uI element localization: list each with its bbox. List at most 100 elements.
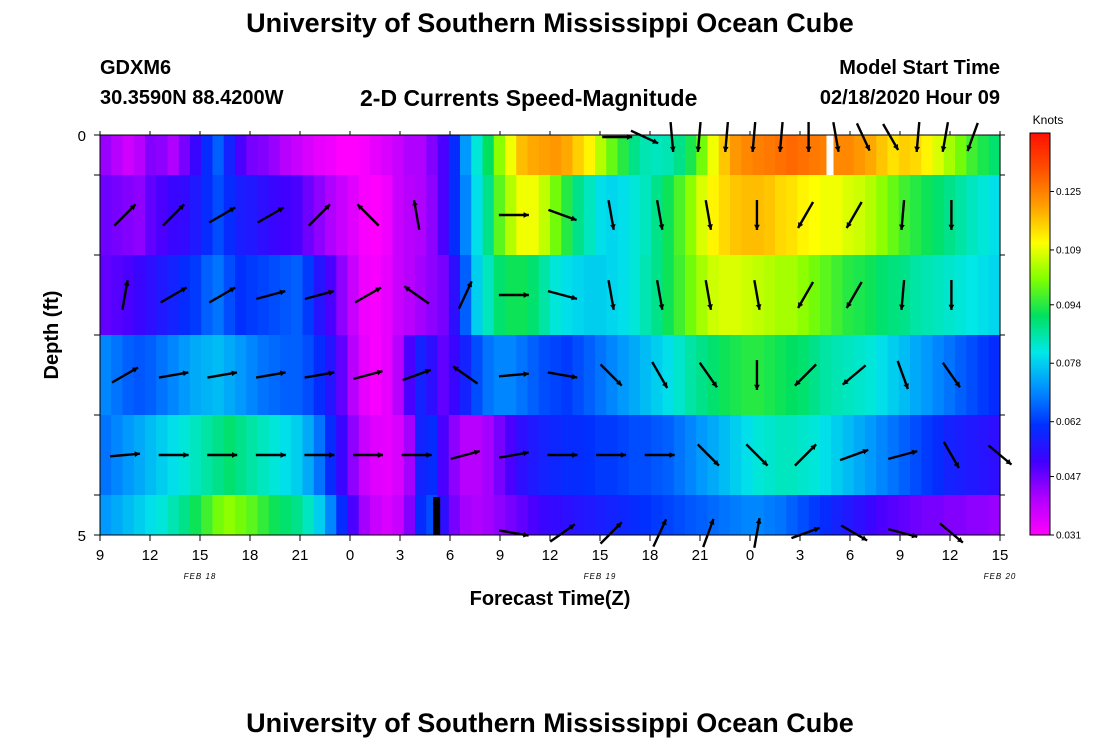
heatmap-cell bbox=[145, 335, 157, 415]
heatmap-cell bbox=[572, 135, 585, 175]
heatmap-cell bbox=[201, 175, 214, 255]
heatmap-cell bbox=[887, 415, 900, 495]
vector-head bbox=[722, 146, 729, 152]
vector-head bbox=[893, 143, 899, 150]
vector-head bbox=[798, 301, 804, 308]
x-tick-label: 15 bbox=[592, 547, 609, 564]
heatmap-cell bbox=[493, 335, 506, 415]
heatmap-cell bbox=[820, 175, 832, 255]
heatmap-cell bbox=[302, 255, 315, 335]
vector-head bbox=[911, 449, 918, 456]
heatmap-cell bbox=[640, 135, 652, 175]
vector-head bbox=[523, 371, 529, 378]
heatmap-cell bbox=[100, 415, 112, 495]
heatmap-cell bbox=[493, 415, 506, 495]
heatmap-cell bbox=[403, 255, 416, 335]
colorbar-tick-label: 0.125 bbox=[1056, 187, 1081, 198]
heatmap-cell bbox=[347, 495, 360, 535]
heatmap-cell bbox=[887, 335, 900, 415]
heatmap-cell bbox=[291, 335, 304, 415]
heatmap-cell bbox=[797, 255, 810, 335]
heatmap-cell bbox=[797, 175, 810, 255]
y-axis-label: Depth (ft) bbox=[41, 291, 63, 380]
heatmap-cell bbox=[133, 495, 146, 535]
vector-head bbox=[707, 224, 713, 230]
heatmap-cell bbox=[628, 255, 641, 335]
heatmap-cell bbox=[797, 415, 810, 495]
heatmap-cell bbox=[955, 255, 967, 335]
vector-head bbox=[777, 146, 784, 152]
heatmap-cell bbox=[820, 495, 832, 535]
heatmap-cell bbox=[280, 335, 292, 415]
heatmap-cell bbox=[235, 495, 247, 535]
vector-head bbox=[357, 204, 364, 211]
heatmap-cell bbox=[842, 495, 855, 535]
heatmap-cell bbox=[775, 135, 787, 175]
heatmap-cell bbox=[122, 495, 135, 535]
x-tick-label: 3 bbox=[396, 547, 404, 564]
heatmap-cell bbox=[190, 255, 202, 335]
heatmap-cell bbox=[583, 175, 596, 255]
heatmap-cell bbox=[932, 335, 945, 415]
vector-head bbox=[123, 280, 130, 286]
heatmap-cell bbox=[820, 135, 832, 175]
heatmap-cell bbox=[910, 415, 922, 495]
x-tick-label: 6 bbox=[446, 547, 454, 564]
vector-head bbox=[178, 204, 185, 211]
heatmap-cell bbox=[718, 255, 731, 335]
vector-head bbox=[755, 518, 762, 524]
heatmap-cell bbox=[775, 175, 787, 255]
heatmap-cell bbox=[403, 135, 416, 175]
heatmap-cell bbox=[178, 135, 191, 175]
heatmap-cell bbox=[865, 175, 877, 255]
vector-head bbox=[864, 144, 871, 151]
heatmap-cell bbox=[617, 335, 630, 415]
heatmap-cell bbox=[133, 175, 146, 255]
heatmap-cell bbox=[538, 135, 551, 175]
heatmap-cell bbox=[167, 495, 180, 535]
heatmap-cell bbox=[246, 255, 259, 335]
heatmap-cell bbox=[640, 335, 652, 415]
heatmap-cell bbox=[392, 175, 405, 255]
heatmap-cell bbox=[786, 415, 799, 495]
heatmap-cell bbox=[527, 255, 540, 335]
heatmap-cell bbox=[505, 495, 517, 535]
vector-head bbox=[948, 304, 955, 310]
heatmap-cell bbox=[471, 175, 484, 255]
vector-head bbox=[954, 381, 960, 388]
vector-head bbox=[376, 369, 383, 376]
heatmap-cell bbox=[538, 255, 551, 335]
heatmap-cell bbox=[932, 175, 945, 255]
heatmap-cell bbox=[763, 415, 776, 495]
vector-head bbox=[755, 304, 762, 310]
heatmap-cell bbox=[966, 495, 979, 535]
heatmap-cell bbox=[370, 175, 382, 255]
heatmap-cell bbox=[415, 175, 427, 255]
heatmap-cell bbox=[898, 495, 911, 535]
heatmap-cell bbox=[280, 175, 292, 255]
heatmap-cell bbox=[550, 135, 562, 175]
heatmap-cell bbox=[955, 175, 967, 255]
heatmap-cell bbox=[482, 255, 495, 335]
heatmap-cell bbox=[426, 135, 439, 175]
vector-head bbox=[711, 381, 717, 388]
heatmap-cell bbox=[302, 335, 315, 415]
heatmap-cell bbox=[538, 175, 551, 255]
heatmap-cell bbox=[966, 135, 979, 175]
vector-head bbox=[412, 200, 418, 206]
vector-head bbox=[754, 224, 760, 230]
station-id: GDXM6 bbox=[100, 57, 172, 79]
heatmap-cell bbox=[966, 175, 979, 255]
heatmap-cell bbox=[730, 335, 742, 415]
vector-head bbox=[609, 224, 616, 230]
heatmap-cell bbox=[628, 135, 641, 175]
heatmap-cell bbox=[820, 255, 832, 335]
heatmap-cell bbox=[448, 255, 461, 335]
heatmap-cell bbox=[707, 495, 720, 535]
heatmap-cell bbox=[752, 335, 765, 415]
heatmap-cell bbox=[763, 335, 776, 415]
heatmap-cell bbox=[156, 175, 169, 255]
x-tick-label: 12 bbox=[142, 547, 159, 564]
vector-head bbox=[571, 373, 578, 380]
vector-head bbox=[899, 304, 905, 310]
